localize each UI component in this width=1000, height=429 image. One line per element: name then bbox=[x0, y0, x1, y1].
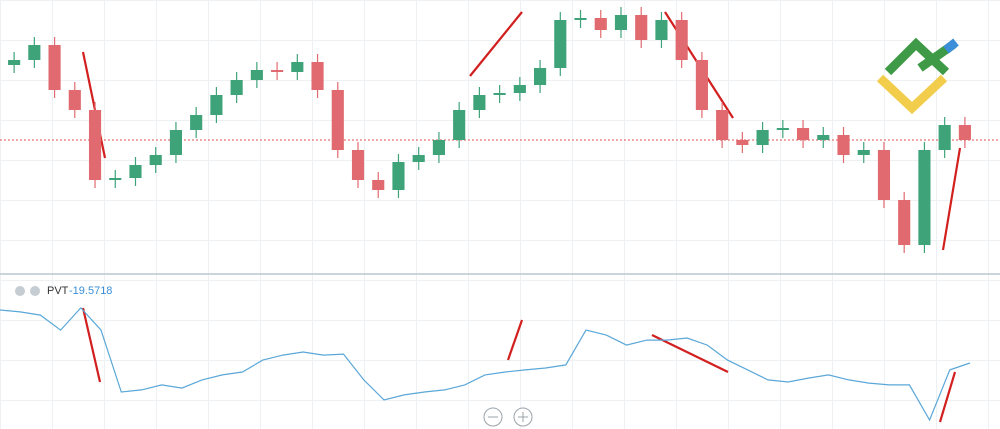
candle-body bbox=[716, 110, 729, 140]
candle-body bbox=[614, 15, 628, 30]
candle-body bbox=[534, 68, 547, 85]
candle-body bbox=[493, 93, 506, 95]
logo-tip bbox=[943, 38, 959, 54]
candle-body bbox=[351, 150, 365, 180]
candle-body bbox=[129, 165, 142, 178]
candle-body bbox=[898, 200, 911, 245]
candle-body bbox=[372, 180, 385, 190]
candle-body bbox=[554, 20, 567, 68]
indicator-legend: PVT -19.5718 bbox=[15, 285, 112, 297]
indicator-value: -19.5718 bbox=[69, 285, 112, 297]
trend-line bbox=[81, 307, 102, 383]
candle-body bbox=[938, 125, 951, 150]
trend-line bbox=[938, 371, 957, 423]
candle-body bbox=[837, 135, 850, 155]
candle-body bbox=[88, 110, 102, 180]
logo-chevron bbox=[876, 74, 948, 115]
candle-body bbox=[675, 20, 688, 60]
candle-body bbox=[756, 130, 769, 145]
candle-body bbox=[513, 85, 526, 93]
candle-body bbox=[918, 150, 931, 245]
candle-body bbox=[169, 130, 183, 155]
pvt-line bbox=[0, 307, 971, 422]
candle-body bbox=[473, 95, 486, 110]
trend-line bbox=[506, 319, 524, 361]
candle-body bbox=[149, 155, 162, 165]
candle-body bbox=[796, 128, 810, 140]
trend-line bbox=[469, 11, 523, 77]
candle-body bbox=[736, 140, 749, 145]
trend-line bbox=[941, 147, 962, 251]
candle-body bbox=[817, 135, 830, 140]
candle-body bbox=[695, 60, 708, 110]
candle-body bbox=[574, 18, 587, 20]
close-icon[interactable] bbox=[15, 286, 25, 296]
candle-body bbox=[412, 155, 425, 162]
zoom-controls bbox=[483, 407, 533, 427]
candle-body bbox=[594, 18, 607, 30]
candle-body bbox=[453, 110, 466, 140]
candle-body bbox=[190, 115, 203, 130]
candle-body bbox=[877, 150, 891, 200]
settings-icon[interactable] bbox=[30, 286, 40, 296]
logo-chevron bbox=[884, 37, 950, 76]
candle-body bbox=[291, 62, 304, 72]
candle-body bbox=[776, 128, 789, 130]
candle-body bbox=[635, 15, 648, 40]
candle-body bbox=[392, 162, 405, 190]
candle-body bbox=[331, 90, 344, 150]
candle-body bbox=[109, 178, 122, 180]
candle-body bbox=[28, 45, 41, 60]
trend-annotations bbox=[81, 11, 962, 423]
candle-body bbox=[48, 45, 61, 90]
candle-body bbox=[271, 70, 284, 72]
candle-body bbox=[210, 95, 223, 115]
candle-body bbox=[8, 60, 21, 65]
candle-body bbox=[857, 150, 870, 155]
candle-body bbox=[432, 140, 445, 155]
trend-line bbox=[651, 334, 729, 373]
candle-body bbox=[958, 125, 971, 140]
candle-body bbox=[68, 90, 81, 110]
candle-body bbox=[230, 80, 243, 95]
candle-body bbox=[311, 62, 324, 90]
candle-body bbox=[250, 70, 263, 80]
logo bbox=[876, 37, 959, 115]
candle-body bbox=[655, 20, 668, 40]
indicator-name: PVT bbox=[47, 285, 69, 297]
